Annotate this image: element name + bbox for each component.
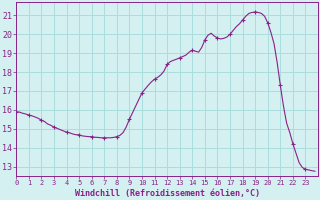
X-axis label: Windchill (Refroidissement éolien,°C): Windchill (Refroidissement éolien,°C) (75, 189, 260, 198)
